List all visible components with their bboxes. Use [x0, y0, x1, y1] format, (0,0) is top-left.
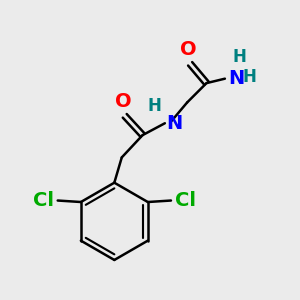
Text: Cl: Cl	[175, 191, 196, 210]
Text: N: N	[166, 114, 183, 133]
Text: O: O	[115, 92, 132, 111]
Text: H: H	[242, 68, 256, 86]
Text: H: H	[148, 97, 161, 115]
Text: O: O	[180, 40, 197, 59]
Text: N: N	[228, 69, 244, 88]
Text: Cl: Cl	[33, 191, 54, 210]
Text: H: H	[232, 48, 246, 66]
